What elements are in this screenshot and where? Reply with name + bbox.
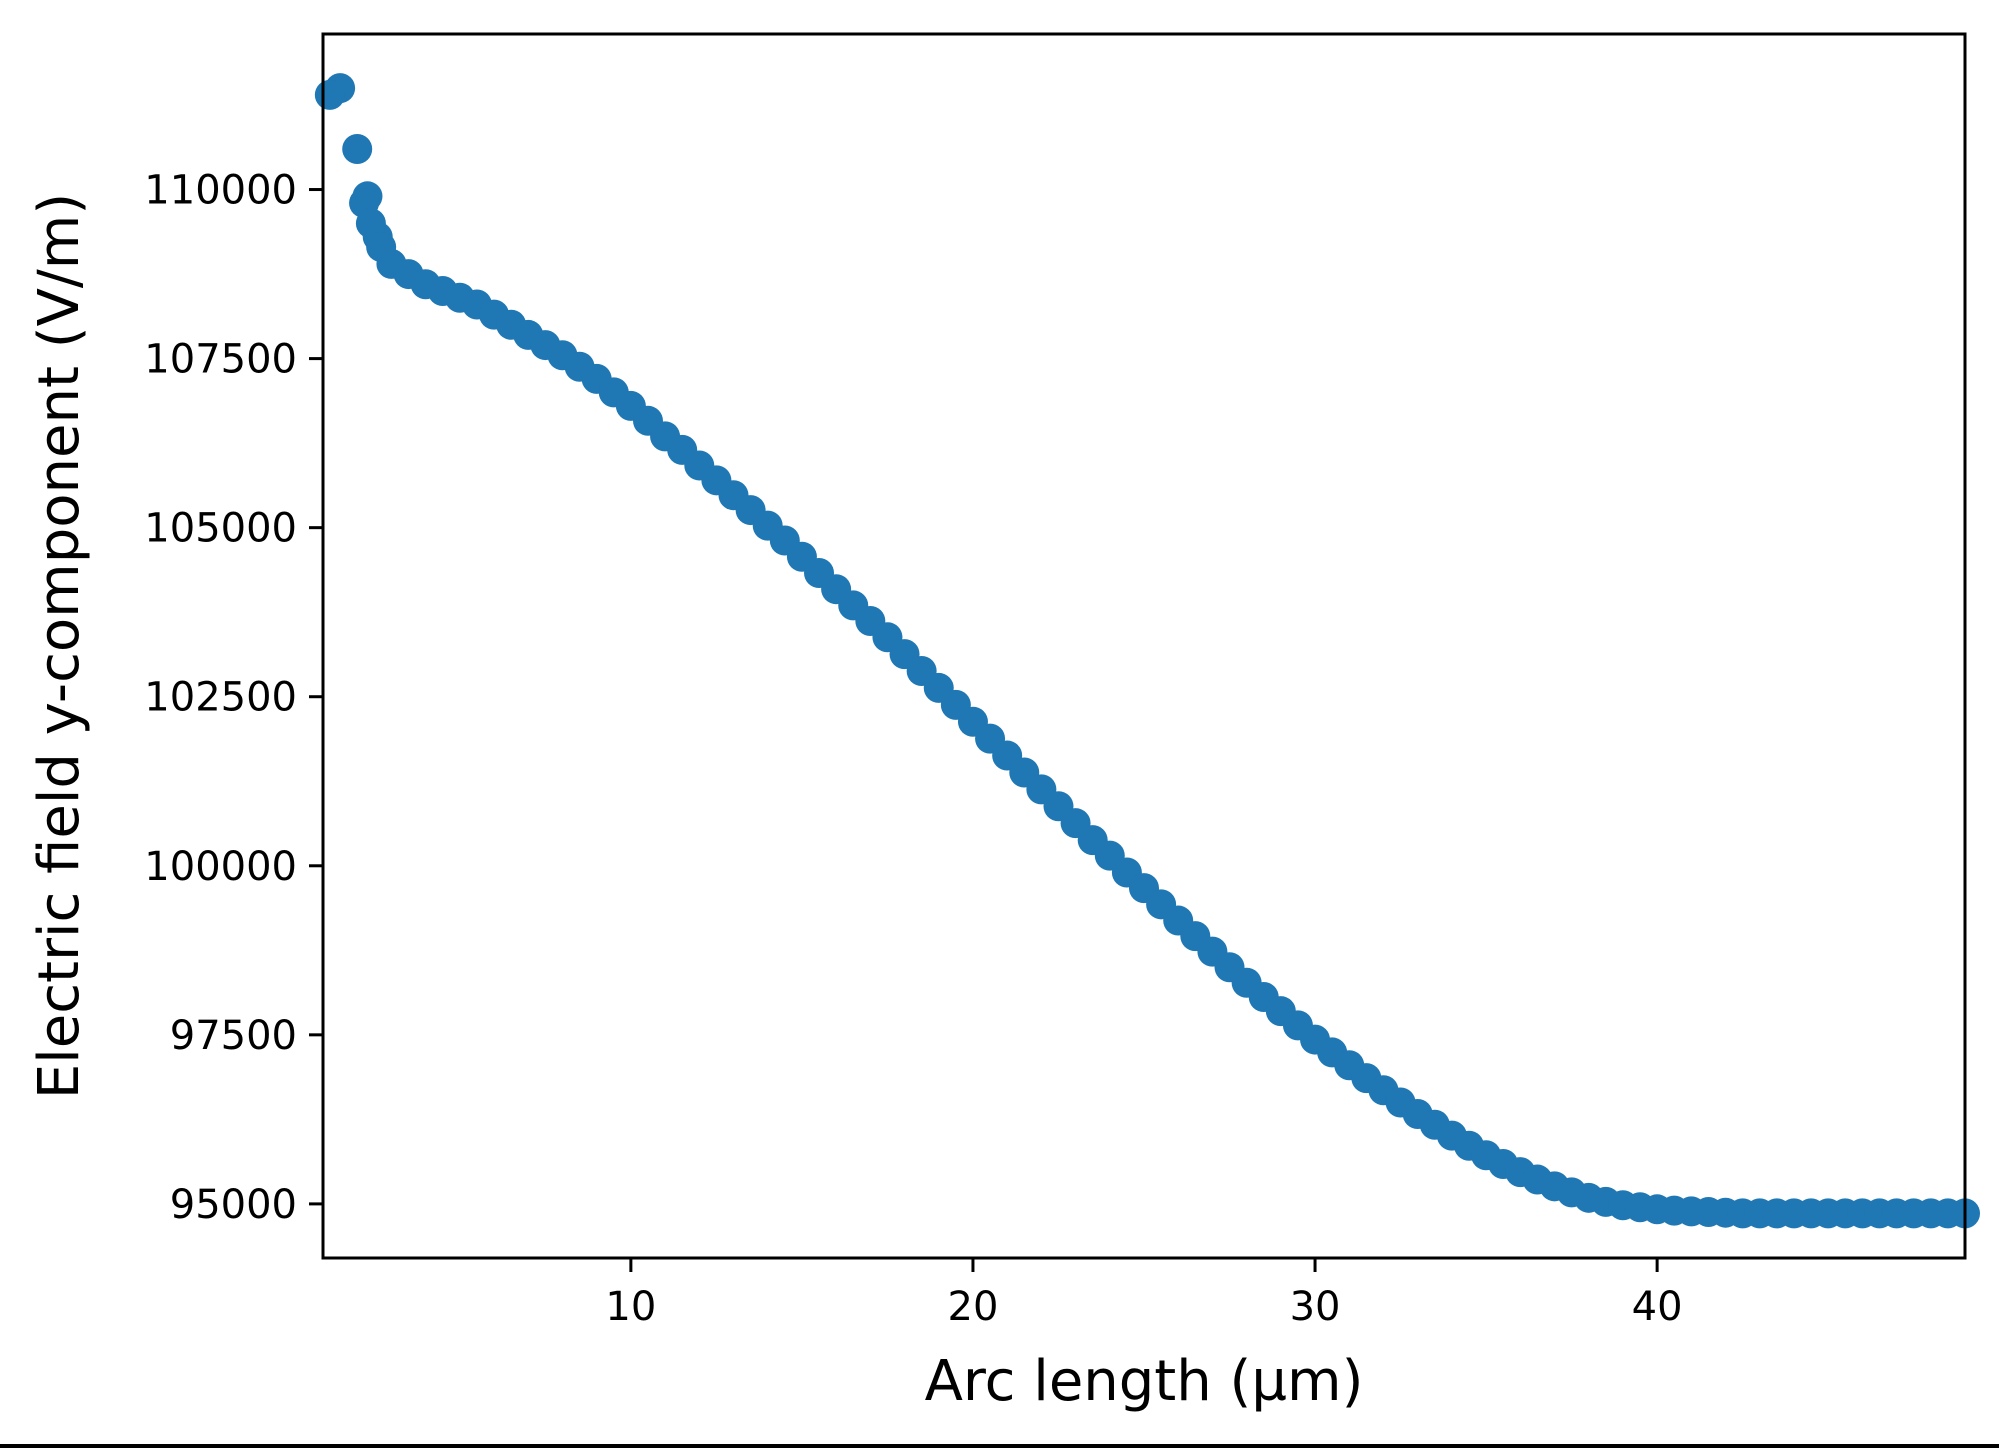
plot-frame — [321, 32, 1967, 1260]
x-axis-label: Arc length (µm) — [925, 1349, 1364, 1414]
data-points — [314, 73, 1980, 1229]
y-axis-ticks: 95000 97500 100000 102500 105000 107500 110000 — [144, 168, 323, 1228]
x-tick-label: 40 — [1632, 1284, 1683, 1330]
y-tick-label: 97500 — [170, 1013, 297, 1059]
x-tick-label: 10 — [605, 1284, 656, 1330]
y-tick-label: 100000 — [144, 844, 297, 890]
x-tick-label: 30 — [1290, 1284, 1341, 1330]
data-point — [342, 133, 373, 164]
y-axis-label: Electric field y-component (V/m) — [27, 193, 92, 1099]
data-point — [355, 208, 386, 239]
data-point — [366, 232, 397, 263]
y-tick-label: 105000 — [144, 506, 297, 552]
y-tick-label: 102500 — [144, 675, 297, 721]
y-tick-label: 110000 — [144, 168, 297, 214]
y-tick-label: 107500 — [144, 337, 297, 383]
y-tick-label: 95000 — [170, 1182, 297, 1228]
x-tick-label: 20 — [948, 1284, 999, 1330]
x-axis-ticks: 10 20 30 40 — [605, 1258, 1683, 1330]
data-point — [314, 79, 345, 110]
